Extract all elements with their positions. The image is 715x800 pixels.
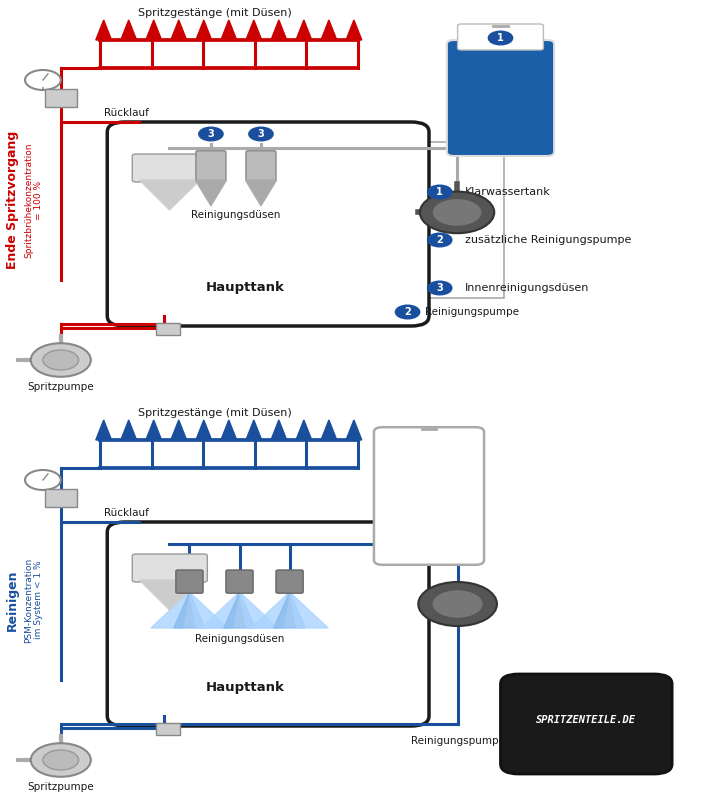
Polygon shape (296, 420, 312, 440)
Polygon shape (321, 20, 337, 40)
Polygon shape (221, 420, 237, 440)
FancyBboxPatch shape (447, 40, 554, 156)
Text: 1: 1 (436, 187, 443, 197)
Polygon shape (195, 180, 227, 206)
Polygon shape (146, 420, 162, 440)
Circle shape (31, 343, 91, 377)
FancyBboxPatch shape (132, 154, 207, 182)
Circle shape (31, 743, 91, 777)
Text: zusätzliche Reinigungspumpe: zusätzliche Reinigungspumpe (465, 235, 631, 245)
Polygon shape (121, 20, 137, 40)
Polygon shape (274, 592, 305, 628)
Polygon shape (196, 420, 212, 440)
FancyBboxPatch shape (246, 150, 276, 182)
Circle shape (43, 750, 79, 770)
Circle shape (395, 305, 420, 318)
Circle shape (249, 127, 273, 141)
Polygon shape (174, 592, 205, 628)
FancyBboxPatch shape (458, 24, 543, 50)
Text: Klarwasser-
tank: Klarwasser- tank (461, 94, 540, 122)
Text: Haupttank: Haupttank (206, 681, 285, 694)
Polygon shape (139, 180, 200, 210)
FancyBboxPatch shape (156, 323, 180, 334)
FancyBboxPatch shape (400, 142, 504, 298)
Polygon shape (171, 420, 187, 440)
Text: Spritzpumpe: Spritzpumpe (27, 782, 94, 792)
Polygon shape (201, 592, 240, 628)
Text: PSM-Konzentration
im System < 1 %: PSM-Konzentration im System < 1 % (24, 558, 44, 642)
Circle shape (199, 127, 223, 141)
Polygon shape (224, 592, 255, 628)
Text: Spritzgestänge (mit Düsen): Spritzgestänge (mit Düsen) (137, 8, 292, 18)
Circle shape (43, 350, 79, 370)
FancyBboxPatch shape (156, 723, 180, 734)
FancyBboxPatch shape (196, 150, 226, 182)
Text: 3: 3 (436, 283, 443, 293)
Circle shape (418, 582, 497, 626)
Polygon shape (171, 20, 187, 40)
Text: 3: 3 (207, 129, 214, 139)
Text: Innenreinigungsdüsen: Innenreinigungsdüsen (465, 283, 589, 293)
Circle shape (428, 282, 452, 295)
Text: Haupttank: Haupttank (206, 281, 285, 294)
Polygon shape (245, 180, 277, 206)
Circle shape (428, 234, 452, 246)
Text: Klarwasser-
tank: Klarwasser- tank (397, 495, 461, 517)
Text: Reinigungspumpe: Reinigungspumpe (425, 307, 519, 317)
FancyBboxPatch shape (500, 674, 672, 774)
Text: SPRITZENTEILE.DE: SPRITZENTEILE.DE (536, 715, 636, 725)
FancyBboxPatch shape (45, 489, 77, 507)
Circle shape (428, 186, 452, 198)
Polygon shape (221, 20, 237, 40)
Polygon shape (96, 20, 112, 40)
Polygon shape (321, 420, 337, 440)
Polygon shape (196, 20, 212, 40)
Text: 1: 1 (497, 33, 504, 43)
FancyBboxPatch shape (276, 570, 303, 594)
Text: Reinigungspumpe: Reinigungspumpe (410, 736, 505, 746)
Polygon shape (290, 592, 328, 628)
Circle shape (432, 590, 483, 618)
Polygon shape (246, 20, 262, 40)
Text: Klarwassertank: Klarwassertank (465, 187, 551, 197)
Text: 2: 2 (404, 307, 411, 317)
Polygon shape (271, 420, 287, 440)
FancyBboxPatch shape (107, 122, 429, 326)
Polygon shape (346, 420, 362, 440)
Polygon shape (151, 592, 189, 628)
Polygon shape (146, 20, 162, 40)
FancyBboxPatch shape (132, 554, 207, 582)
Text: Rücklauf: Rücklauf (104, 108, 149, 118)
Polygon shape (271, 20, 287, 40)
Text: 2: 2 (436, 235, 443, 245)
Circle shape (432, 198, 482, 226)
Text: 3: 3 (257, 129, 265, 139)
Polygon shape (346, 20, 362, 40)
Text: Rücklauf: Rücklauf (104, 508, 149, 518)
Text: Reinigungsdüsen: Reinigungsdüsen (191, 210, 280, 220)
Polygon shape (96, 420, 112, 440)
Polygon shape (189, 592, 228, 628)
FancyBboxPatch shape (107, 522, 429, 726)
FancyBboxPatch shape (176, 570, 203, 594)
Text: Reinigungsdüsen: Reinigungsdüsen (194, 634, 284, 644)
FancyBboxPatch shape (45, 90, 77, 106)
Polygon shape (246, 420, 262, 440)
Text: Spritzbrühekonzentration
= 100 %: Spritzbrühekonzentration = 100 % (24, 142, 44, 258)
Text: Spritzgestänge (mit Düsen): Spritzgestänge (mit Düsen) (137, 408, 292, 418)
Polygon shape (296, 20, 312, 40)
FancyBboxPatch shape (374, 427, 484, 565)
Polygon shape (139, 580, 200, 610)
Text: Reinigen: Reinigen (6, 570, 19, 630)
Polygon shape (240, 592, 278, 628)
Text: Ende Spritzvorgang: Ende Spritzvorgang (6, 131, 19, 269)
Circle shape (420, 192, 494, 233)
Polygon shape (121, 420, 137, 440)
Text: Spritzpumpe: Spritzpumpe (27, 382, 94, 392)
Circle shape (488, 31, 513, 45)
FancyBboxPatch shape (226, 570, 253, 594)
Polygon shape (251, 592, 290, 628)
